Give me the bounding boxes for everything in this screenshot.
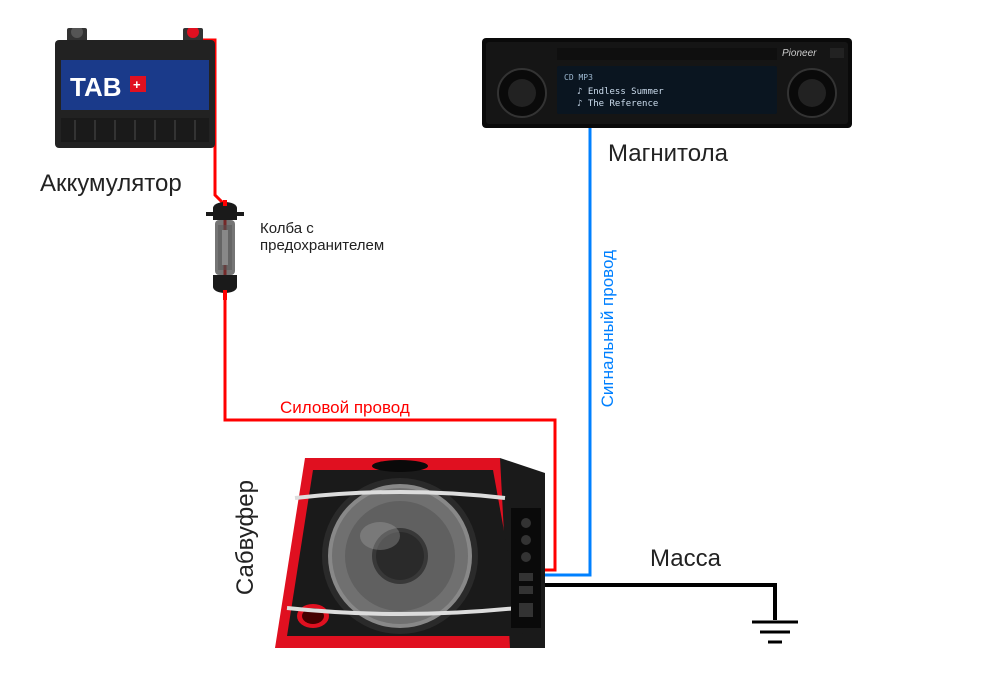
- ground-wire: [545, 585, 775, 620]
- battery-label: Аккумулятор: [40, 170, 182, 198]
- battery: TAB +: [55, 28, 215, 148]
- fuse-holder: [200, 200, 250, 300]
- power-wire-label: Силовой провод: [280, 398, 410, 418]
- svg-text:Pioneer: Pioneer: [782, 48, 817, 59]
- svg-text:TAB: TAB: [70, 72, 122, 102]
- stereo: Pioneer CD MP3 ♪ Endless Summer ♪ The Re…: [482, 38, 852, 128]
- subwoofer-label: Сабвуфер: [232, 480, 260, 595]
- stereo-label: Магнитола: [608, 140, 728, 168]
- ground-label: Масса: [650, 545, 721, 573]
- signal-wire-label: Сигнальный провод: [598, 250, 618, 407]
- ground-symbol-icon: [752, 622, 798, 642]
- svg-text:+: +: [133, 77, 141, 92]
- svg-text:CD MP3: CD MP3: [564, 73, 593, 82]
- subwoofer-icon: [275, 448, 555, 663]
- fuse-label: Колба с предохранителем: [260, 220, 384, 254]
- fuse-icon: [200, 200, 250, 300]
- stereo-icon: Pioneer CD MP3 ♪ Endless Summer ♪ The Re…: [482, 38, 852, 128]
- battery-icon: TAB +: [55, 28, 215, 148]
- subwoofer: [275, 448, 555, 663]
- svg-text:♪ Endless Summer: ♪ Endless Summer: [577, 87, 664, 97]
- svg-text:♪ The Reference: ♪ The Reference: [577, 99, 658, 109]
